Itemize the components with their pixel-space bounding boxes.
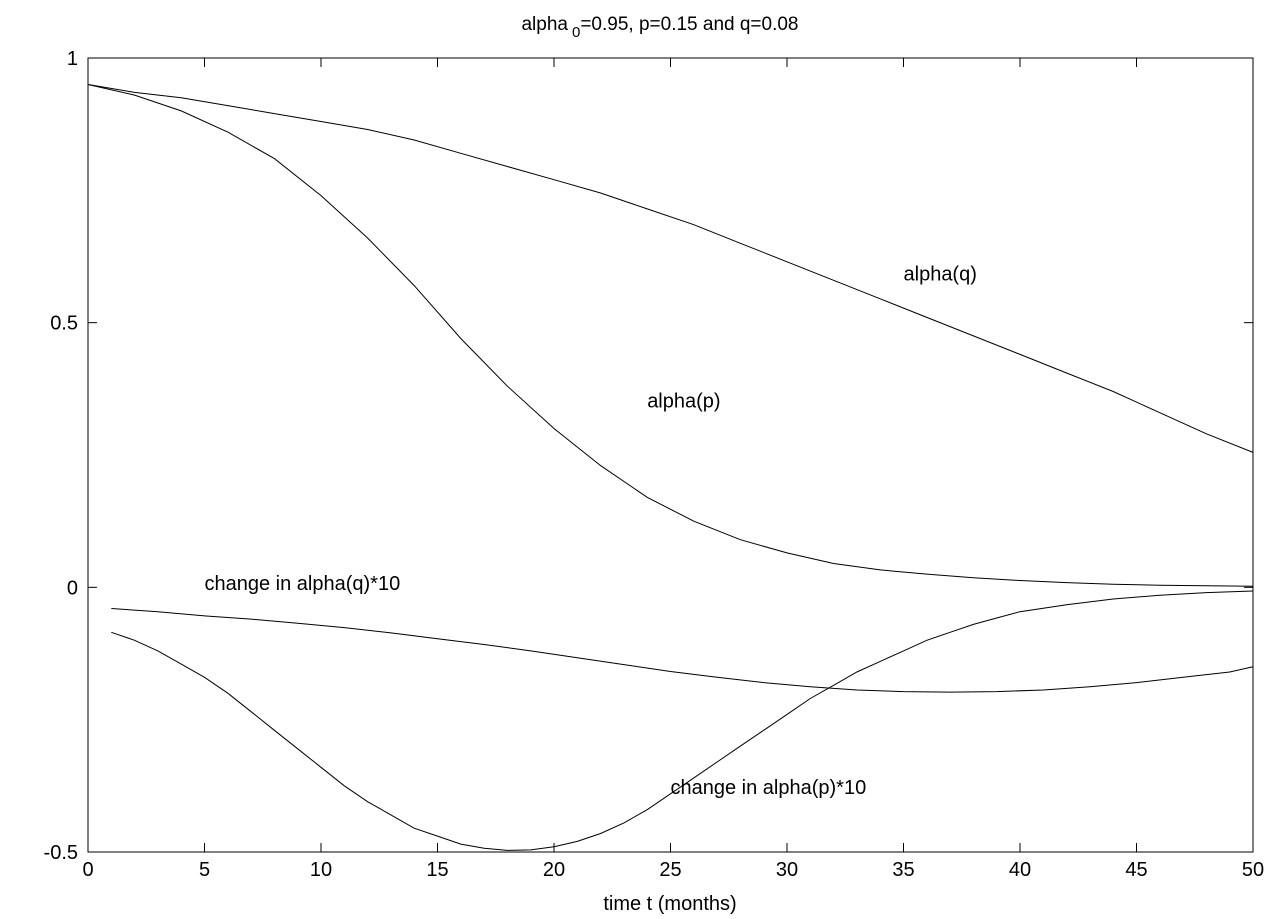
series-layer [87, 84, 1254, 851]
y-tick-label: 1 [67, 48, 78, 70]
x-tick-label: 30 [776, 859, 798, 881]
x-tick-label: 50 [1242, 859, 1264, 881]
x-axis-label: time t (months) [603, 893, 736, 915]
series-line-change_p [111, 590, 1254, 851]
x-tick-label: 0 [82, 859, 93, 881]
chart-title-rest: =0.95, p=0.15 and q=0.08 [580, 14, 798, 35]
x-tick-label: 10 [310, 859, 332, 881]
annotation-change_p: change in alpha(p)*10 [671, 777, 867, 799]
y-tick-label: 0.5 [50, 313, 78, 335]
axis-ticks [87, 57, 1254, 853]
chart-title: alpha 0=0.95, p=0.15 and q=0.08 [521, 14, 798, 41]
series-line-change_q [111, 608, 1254, 693]
x-tick-label: 20 [543, 859, 565, 881]
x-tick-label: 40 [1009, 859, 1031, 881]
chart-title-main: alpha [521, 14, 568, 35]
annotation-change_q: change in alpha(q)*10 [205, 573, 401, 595]
series-line-alpha_p [87, 84, 1254, 587]
annotation-alpha_p: alpha(p) [647, 390, 720, 412]
axis-tick-labels: 0 5 10 15 20 25 30 35 40 45 50-0.500.51 [44, 48, 1265, 881]
x-tick-label: 15 [426, 859, 448, 881]
series-line-alpha_q [87, 84, 1254, 453]
chart-title-subscript: 0 [572, 24, 580, 41]
x-tick-label: 45 [1125, 859, 1147, 881]
x-tick-label: 35 [892, 859, 914, 881]
y-tick-label: -0.5 [44, 842, 78, 864]
plot-frame [87, 57, 1254, 853]
x-tick-label: 5 [199, 859, 210, 881]
y-tick-label: 0 [67, 577, 78, 599]
annotation-alpha_q: alpha(q) [904, 263, 977, 285]
x-tick-label: 25 [659, 859, 681, 881]
annotation-layer: alpha(q) alpha(p) change in alpha(q)*10 cha… [205, 263, 977, 798]
